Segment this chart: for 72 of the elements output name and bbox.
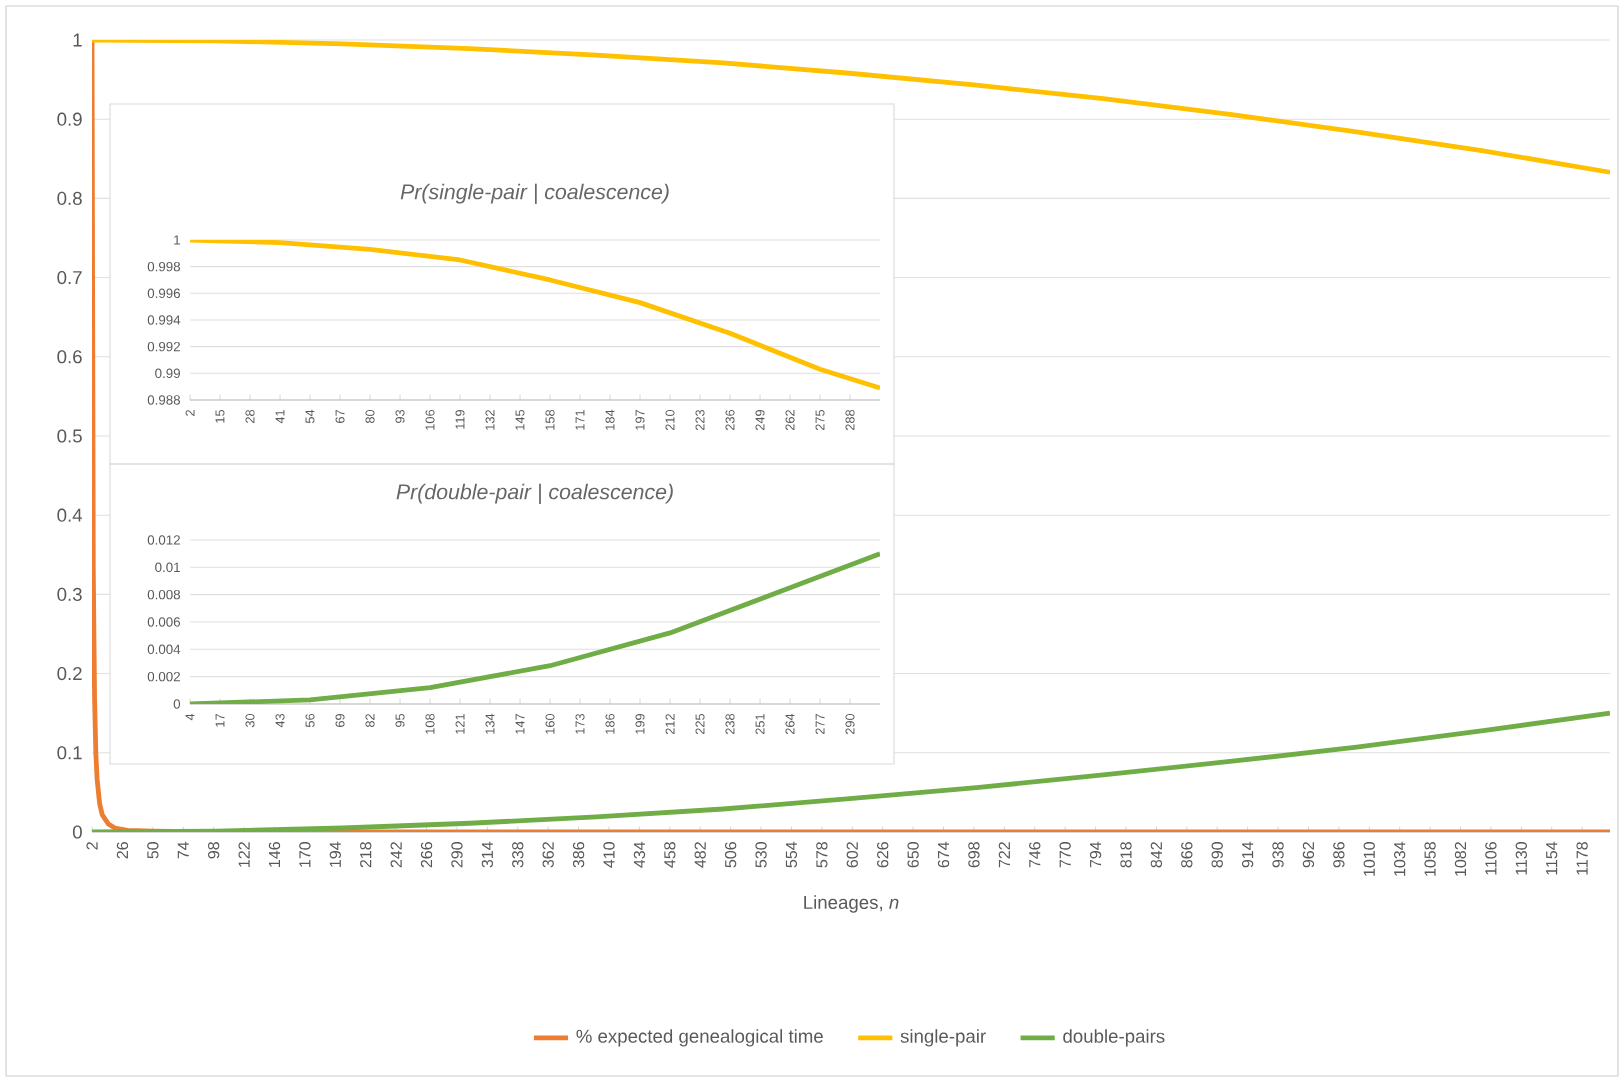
x-tick-label: 626 (877, 842, 889, 868)
x-tick-label: 554 (785, 841, 798, 868)
y-tick-label: 0.7 (57, 271, 82, 285)
line-series (92, 710, 1611, 832)
x-tick-label: 650 (907, 842, 919, 868)
x-tick-label: 170 (299, 842, 311, 867)
x-tick-label: 98 (208, 842, 220, 859)
x-tick-label: 602 (846, 842, 858, 868)
x-tick-label: 290 (451, 842, 463, 868)
x-tick-label: 146 (268, 842, 281, 867)
y-tick-label: 0.6 (57, 350, 82, 364)
x-tick-label: 914 (1241, 841, 1254, 868)
y-tick-label: 0.1 (57, 746, 82, 760)
x-tick-label: 530 (755, 842, 767, 868)
x-tick-label: 1034 (1394, 841, 1406, 876)
y-tick-label: 1 (73, 33, 82, 47)
x-tick-label: 2 (86, 842, 98, 850)
x-tick-label: 362 (542, 842, 554, 868)
x-tick-label: 986 (1333, 842, 1345, 868)
line-series (92, 39, 1611, 832)
x-tick-label: 962 (1302, 842, 1315, 868)
x-tick-label: 506 (724, 842, 737, 868)
y-tick-label: 0.9 (57, 112, 82, 126)
x-tick-label: 1106 (1485, 842, 1497, 875)
x-tick-label: 218 (360, 842, 372, 868)
x-tick-label: 410 (603, 842, 615, 868)
x-tick-label: 818 (1120, 842, 1132, 868)
x-tick-label: 338 (512, 842, 524, 868)
x-tick-label: 890 (1211, 842, 1223, 868)
x-tick-label: 242 (390, 842, 402, 868)
x-tick-label: 770 (1059, 842, 1071, 868)
line-series (92, 39, 1611, 175)
x-tick-label: 1178 (1576, 842, 1588, 875)
x-tick-label: 26 (116, 842, 129, 859)
x-tick-label: 1010 (1363, 842, 1375, 876)
x-tick-label: 314 (481, 841, 494, 868)
x-tick-label: 722 (998, 842, 1010, 868)
x-tick-label: 1082 (1454, 842, 1467, 876)
x-tick-label: 794 (1089, 841, 1102, 868)
x-tick-label: 74 (177, 841, 189, 859)
line-series (190, 239, 881, 391)
legend-label: % expected genealogical time (576, 1029, 823, 1047)
x-tick-label: 578 (816, 842, 828, 868)
legend-label: single-pair (900, 1029, 986, 1047)
y-tick-label: 0.2 (57, 667, 82, 681)
y-tick-label: 0.8 (57, 191, 82, 205)
x-tick-label: 458 (664, 842, 676, 868)
x-tick-label: 194 (329, 841, 341, 867)
y-tick-label: 0.4 (57, 508, 83, 522)
x-tick-label: 698 (968, 842, 980, 868)
x-tick-label: 434 (633, 841, 646, 868)
x-tick-label: 938 (1272, 842, 1284, 868)
x-axis-title: Lineages, n (804, 895, 899, 913)
legend-label: double-pairs (1063, 1029, 1165, 1047)
chart-title: Pr(single-pair | coalescence) (400, 183, 669, 204)
chart-title: Pr(double-pair | coalescence) (396, 483, 673, 504)
y-tick-label: 0 (72, 825, 82, 839)
y-tick-label: 0.3 (57, 587, 82, 601)
line-series (190, 551, 881, 704)
x-tick-label: 746 (1029, 842, 1041, 868)
x-tick-label: 386 (572, 842, 585, 868)
x-tick-label: 842 (1150, 842, 1163, 868)
x-tick-label: 1154 (1546, 841, 1558, 875)
x-tick-label: 1058 (1424, 842, 1436, 876)
x-tick-label: 1130 (1515, 842, 1527, 875)
x-tick-label: 674 (937, 841, 950, 868)
x-tick-label: 50 (147, 842, 159, 859)
x-tick-label: 482 (694, 842, 706, 868)
x-tick-label: 266 (420, 842, 433, 868)
x-tick-label: 122 (238, 842, 250, 867)
y-tick-label: 0.5 (57, 429, 82, 443)
x-tick-label: 866 (1181, 842, 1193, 868)
